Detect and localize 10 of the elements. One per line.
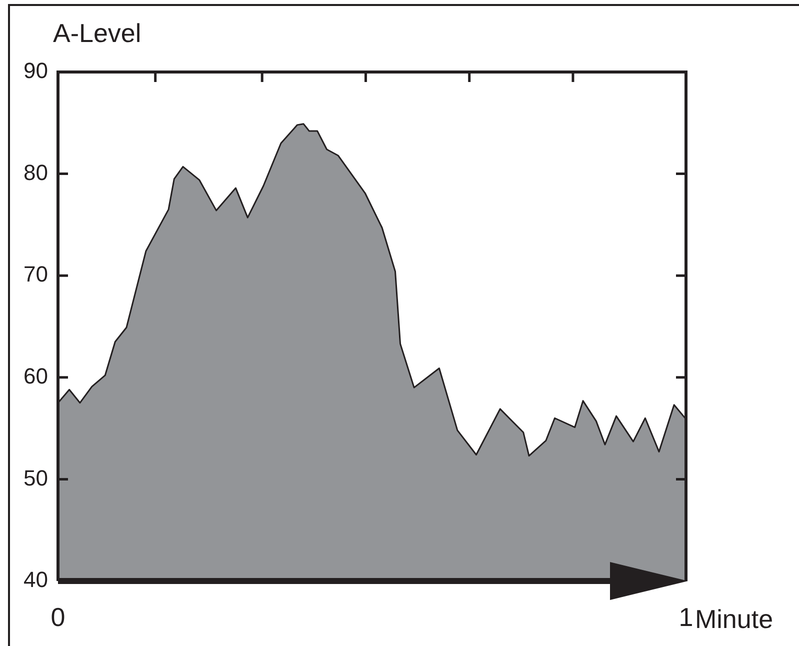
x-tick-label: 0 (50, 602, 66, 632)
y-tick-label: 90 (24, 58, 48, 84)
x-tick-label: 1 (678, 602, 694, 632)
y-tick-label: 80 (24, 160, 48, 185)
y-tick-label: 60 (24, 363, 48, 388)
y-tick-label: 50 (24, 465, 48, 490)
chart-title: A-Level (53, 18, 142, 48)
y-tick-label: 70 (24, 262, 48, 287)
x-axis-title: Minute (695, 604, 774, 634)
y-tick-label: 40 (24, 567, 48, 592)
